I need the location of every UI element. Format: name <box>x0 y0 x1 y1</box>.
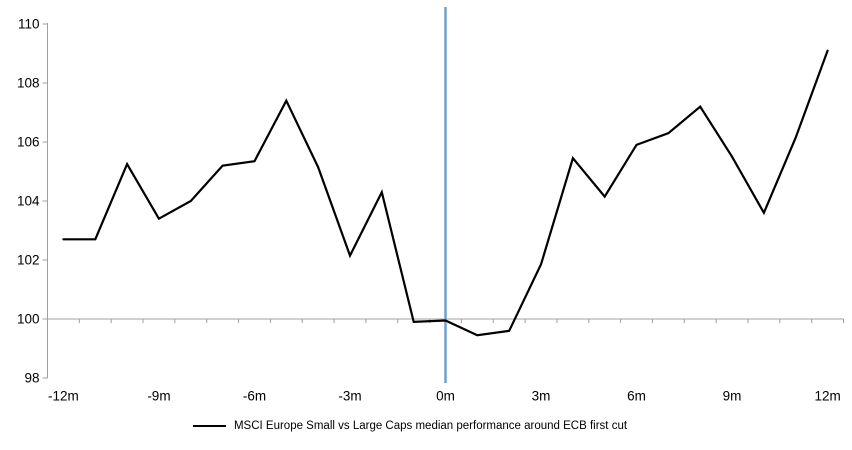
x-axis-tick-label: 0m <box>436 389 455 404</box>
x-axis-tick-label: -3m <box>338 389 361 404</box>
y-axis-tick-label: 106 <box>17 135 40 150</box>
x-axis-tick-label: 9m <box>723 389 742 404</box>
y-axis-tick-label: 108 <box>17 76 40 91</box>
legend-label: MSCI Europe Small vs Large Caps median p… <box>233 420 628 432</box>
x-axis-tick-label: 12m <box>814 389 840 404</box>
x-axis-tick-label: 3m <box>532 389 551 404</box>
x-axis-tick-label: 6m <box>627 389 646 404</box>
y-axis-tick-label: 100 <box>17 312 40 327</box>
legend-line-sample <box>192 425 226 427</box>
series-line <box>62 49 829 337</box>
x-axis-tick-label: -9m <box>147 389 170 404</box>
y-axis-tick-label: 104 <box>17 194 40 209</box>
x-axis-tick-label: -12m <box>48 389 79 404</box>
y-axis-tick-label: 98 <box>24 371 39 386</box>
y-axis-tick-label: 110 <box>18 17 40 32</box>
legend: MSCI Europe Small vs Large Caps median p… <box>0 417 852 435</box>
y-axis-tick-label: 102 <box>17 253 40 268</box>
x-axis-tick-label: -6m <box>243 389 266 404</box>
